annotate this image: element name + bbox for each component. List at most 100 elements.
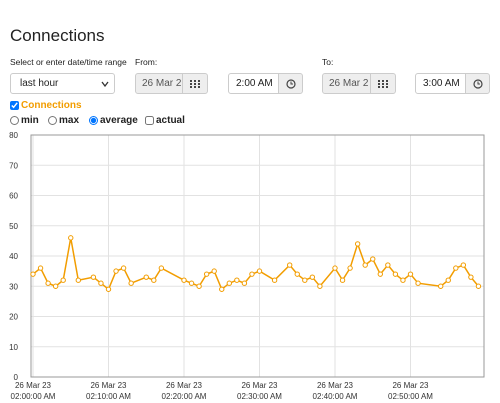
x-tick-label: 02:40:00 AM <box>313 392 358 401</box>
point <box>203 271 210 277</box>
x-tick-label: 26 Mar 23 <box>90 381 127 390</box>
point <box>30 271 36 277</box>
option-label: actual <box>156 115 185 126</box>
point <box>317 283 323 289</box>
point <box>377 271 383 277</box>
option-input[interactable] <box>10 116 19 125</box>
option[interactable]: average <box>89 115 138 126</box>
point <box>60 277 66 283</box>
from-date[interactable]: 26 Mar 2 <box>135 73 183 94</box>
range-select-value: last hour <box>20 78 59 89</box>
x-tick-label: 02:00:00 AM <box>11 392 56 401</box>
point <box>287 262 293 268</box>
point <box>370 256 376 262</box>
point <box>196 283 202 289</box>
option[interactable]: actual <box>145 115 185 126</box>
y-tick-label: 10 <box>9 343 18 352</box>
point <box>113 268 119 274</box>
option-label: average <box>100 115 138 126</box>
point <box>438 283 444 289</box>
to-calendar-button[interactable] <box>370 73 396 94</box>
series-toggle-label: Connections <box>21 100 82 111</box>
x-tick-label: 26 Mar 23 <box>317 381 354 390</box>
point <box>460 262 467 268</box>
point <box>415 280 421 286</box>
point <box>347 265 353 271</box>
y-tick-label: 20 <box>9 313 18 322</box>
from-label: From: <box>135 57 158 67</box>
point <box>453 265 459 271</box>
point <box>68 235 74 241</box>
point <box>181 277 187 283</box>
to-label: To: <box>322 57 334 67</box>
point <box>445 277 451 283</box>
point <box>234 277 240 283</box>
point <box>128 280 134 286</box>
clock-icon <box>285 78 296 89</box>
x-tick-label: 02:10:00 AM <box>86 392 131 401</box>
from-calendar-button[interactable] <box>182 73 208 94</box>
y-tick-label: 50 <box>9 222 18 231</box>
to-time[interactable]: 3:00 AM <box>415 73 466 94</box>
point <box>271 277 278 283</box>
point <box>120 265 127 271</box>
point <box>226 280 233 286</box>
to-date[interactable]: 26 Mar 2 <box>322 73 371 94</box>
point <box>407 271 414 277</box>
point <box>392 271 399 277</box>
point <box>52 283 59 289</box>
point <box>362 262 368 268</box>
option[interactable]: min <box>10 115 39 126</box>
point <box>211 268 217 274</box>
page-title: Connections <box>10 26 105 45</box>
point <box>219 286 225 292</box>
x-tick-label: 02:50:00 AM <box>388 392 433 401</box>
y-tick-label: 80 <box>9 131 18 140</box>
series-toggle[interactable]: Connections <box>10 100 82 111</box>
option-input[interactable] <box>145 116 154 125</box>
point <box>241 280 248 286</box>
y-tick-label: 30 <box>9 282 18 291</box>
option-input[interactable] <box>89 116 98 125</box>
option-label: min <box>21 115 39 126</box>
point <box>105 286 112 292</box>
point <box>90 274 97 280</box>
point <box>158 265 165 271</box>
plot-frame <box>30 134 485 378</box>
point <box>98 280 104 286</box>
point <box>294 271 300 277</box>
x-tick-label: 26 Mar 23 <box>241 381 278 390</box>
point <box>354 241 361 247</box>
x-tick-label: 26 Mar 23 <box>15 381 52 390</box>
y-tick-label: 60 <box>9 192 18 201</box>
point <box>339 277 346 283</box>
point <box>188 280 195 286</box>
x-tick-label: 02:30:00 AM <box>237 392 282 401</box>
point <box>475 283 482 289</box>
clock-icon <box>472 78 483 89</box>
option[interactable]: max <box>48 115 79 126</box>
from-clock-button[interactable] <box>278 73 303 94</box>
point <box>249 271 255 277</box>
from-time[interactable]: 2:00 AM <box>228 73 279 94</box>
y-tick-label: 70 <box>9 161 18 170</box>
dropdown-arrow <box>101 81 109 87</box>
point <box>75 277 82 283</box>
option-input[interactable] <box>48 116 57 125</box>
point <box>400 277 406 283</box>
range-select[interactable]: last hour <box>10 73 115 94</box>
calendar-icon <box>378 79 388 88</box>
point <box>45 280 51 286</box>
range-label: Select or enter date/time range <box>10 57 127 67</box>
point <box>309 274 316 280</box>
x-tick-label: 02:20:00 AM <box>162 392 207 401</box>
series-checkbox[interactable] <box>10 101 19 110</box>
y-tick-label: 0 <box>14 373 19 382</box>
point <box>143 274 149 280</box>
point <box>37 265 44 271</box>
to-clock-button[interactable] <box>465 73 490 94</box>
point <box>256 268 263 274</box>
x-tick-label: 26 Mar 23 <box>392 381 429 390</box>
